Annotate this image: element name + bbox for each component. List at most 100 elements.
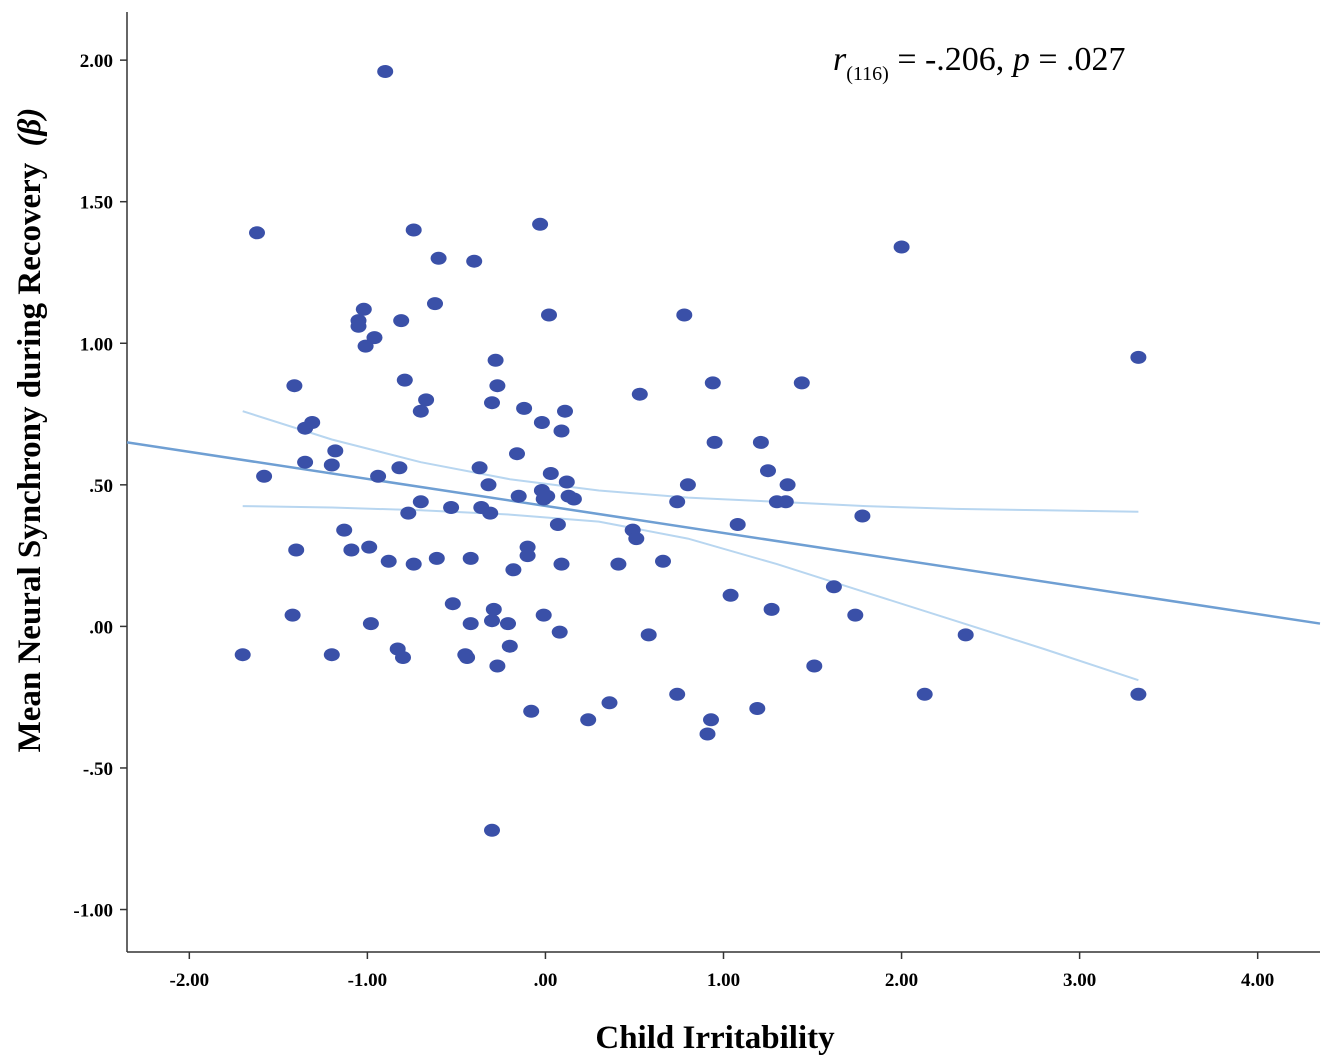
data-point	[484, 396, 500, 410]
y-axis-title-symbol: (β)	[12, 108, 48, 147]
data-point	[400, 506, 417, 520]
data-point	[361, 540, 378, 554]
data-point	[752, 435, 769, 449]
data-point	[706, 435, 723, 449]
data-point	[760, 464, 776, 478]
x-tick-label: 4.00	[1241, 970, 1274, 991]
data-point	[412, 404, 429, 418]
data-point	[405, 557, 422, 571]
data-point	[558, 475, 575, 489]
data-point	[699, 727, 716, 741]
data-point	[806, 659, 823, 673]
data-point	[323, 458, 340, 472]
y-axis-title-group: Mean Neural Synchrony during Recovery (β…	[12, 108, 48, 753]
y-tick-label: -.50	[83, 759, 113, 780]
annotation-p-value: = .027	[1030, 41, 1126, 78]
data-point	[539, 489, 556, 503]
ci-lower-line	[242, 505, 1139, 682]
data-point	[484, 823, 500, 837]
data-point	[549, 518, 566, 531]
data-point	[327, 444, 344, 458]
data-point	[480, 478, 497, 492]
data-point	[509, 447, 525, 461]
data-point	[565, 492, 582, 506]
data-point	[482, 506, 499, 520]
data-point	[412, 495, 429, 509]
annotation-df: (116)	[846, 63, 889, 85]
data-point	[286, 379, 303, 393]
data-point	[234, 648, 251, 662]
data-point	[471, 461, 488, 475]
y-axis-title: Mean Neural Synchrony during Recovery (β…	[12, 108, 48, 753]
ci-upper-line	[242, 410, 1139, 513]
data-points	[234, 65, 1147, 837]
data-point	[396, 373, 413, 387]
data-point	[362, 617, 379, 631]
data-point	[557, 404, 573, 418]
data-point	[793, 376, 810, 390]
data-point	[466, 254, 483, 268]
data-point	[553, 424, 570, 438]
x-tick-label: -1.00	[348, 970, 388, 991]
data-point	[350, 319, 367, 333]
data-point	[380, 554, 397, 568]
data-point	[395, 651, 411, 664]
data-point	[610, 557, 627, 571]
y-tick-label: -1.00	[73, 901, 113, 922]
data-point	[551, 625, 568, 639]
data-point	[957, 628, 974, 642]
data-point	[535, 608, 552, 622]
correlation-annotation: r(116) = -.206, p = .027	[833, 41, 1126, 85]
x-tick-label: -2.00	[170, 970, 210, 991]
data-point	[418, 393, 435, 407]
data-point	[484, 614, 500, 628]
data-point	[523, 704, 540, 718]
x-axis-title: Child Irritability	[595, 1020, 835, 1056]
data-point	[779, 478, 796, 492]
data-point	[777, 495, 794, 509]
data-point	[669, 495, 686, 509]
y-axis-title-text: Mean Neural Synchrony during Recovery	[12, 162, 48, 752]
regression-line	[126, 441, 1321, 625]
data-point	[284, 608, 301, 622]
data-point	[854, 509, 871, 523]
data-point	[655, 554, 671, 568]
data-point	[430, 251, 447, 265]
annotation-r-value: = -.206,	[889, 41, 1013, 78]
data-point	[304, 416, 321, 429]
data-point	[288, 543, 305, 557]
data-point	[825, 580, 842, 594]
data-point	[519, 549, 536, 563]
confidence-band	[242, 410, 1139, 682]
data-point	[366, 331, 383, 345]
data-point	[1130, 687, 1147, 701]
data-point	[580, 713, 597, 727]
y-tick-label: .50	[89, 476, 113, 497]
data-point	[443, 501, 460, 514]
data-point	[542, 467, 559, 480]
data-point	[462, 617, 479, 631]
x-tick-label: 1.00	[707, 970, 740, 991]
data-point	[485, 602, 502, 616]
data-point	[249, 226, 265, 240]
data-point	[462, 551, 479, 565]
data-point	[640, 628, 657, 642]
data-point	[297, 455, 314, 469]
y-tick-label: 1.00	[80, 334, 113, 355]
data-point	[357, 339, 374, 353]
data-point	[459, 651, 476, 664]
data-point	[391, 461, 408, 475]
data-point	[601, 696, 618, 710]
data-point	[510, 489, 527, 503]
data-point	[541, 308, 557, 322]
data-point	[669, 687, 686, 701]
annotation-r: r	[833, 41, 847, 78]
data-point	[343, 543, 360, 557]
data-point	[763, 602, 780, 616]
data-point	[427, 297, 443, 311]
data-point	[428, 551, 445, 565]
data-point	[489, 659, 506, 673]
tick-labels: -2.00 -1.00 .00 1.00 2.00 3.00 4.00 2.00 1.50 1.0…	[73, 51, 1274, 991]
data-point	[704, 376, 721, 390]
